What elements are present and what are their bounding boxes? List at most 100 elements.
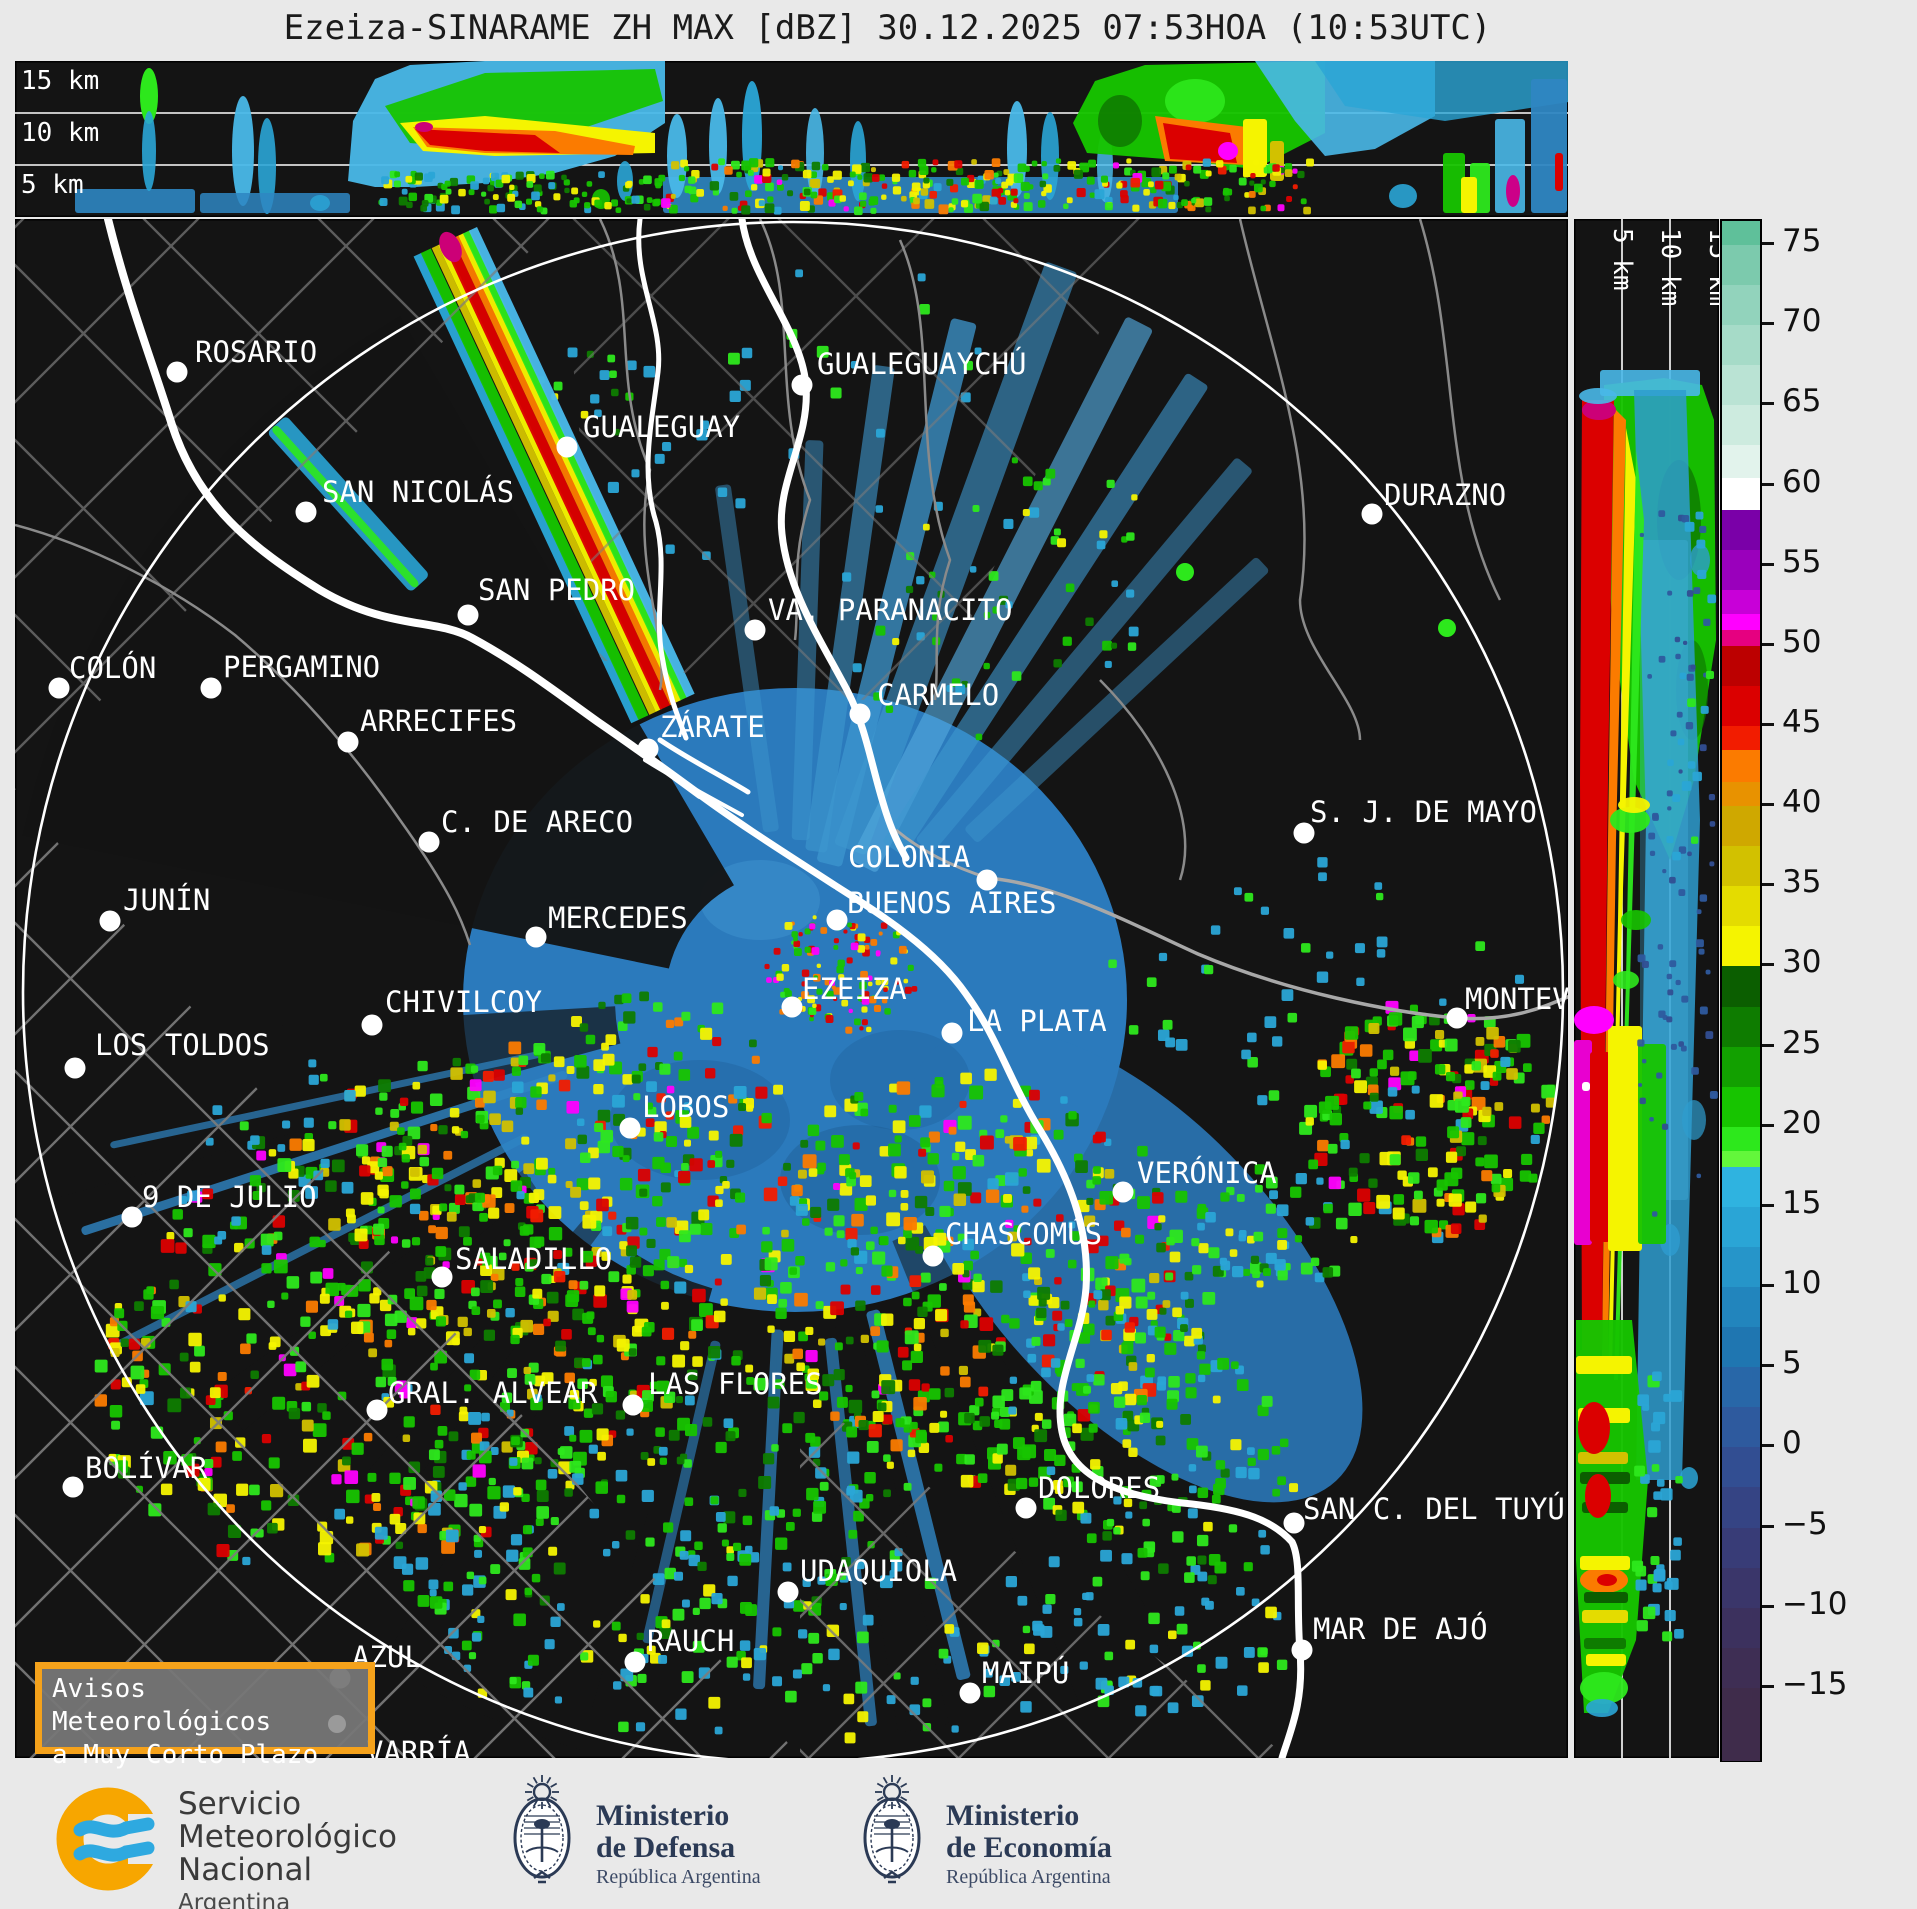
colorbar-tick-label: 5: [1782, 1345, 1802, 1382]
colorbar-segment: [1722, 1527, 1760, 1569]
city-label: JUNÍN: [123, 883, 210, 917]
dbz-colorbar: [1720, 219, 1762, 1762]
altitude-label: 5 km: [21, 170, 84, 200]
city-dot: [624, 1651, 646, 1673]
colorbar-segment: [1722, 285, 1760, 326]
hidden-city-dot: [328, 1715, 346, 1733]
economia-coat-of-arms: [863, 1775, 921, 1884]
city-label: GRAL. ALVEAR: [388, 1376, 598, 1410]
city-label: S. J. DE MAYO: [1310, 795, 1537, 829]
city-label: VERÓNICA: [1137, 1156, 1277, 1190]
colorbar-segment: [1722, 782, 1760, 807]
city-label: SAN C. DEL TUYÚ: [1303, 1492, 1565, 1526]
colorbar-tick: [1762, 963, 1774, 967]
colorbar-tick-label: 10: [1782, 1265, 1822, 1302]
city-dot: [418, 831, 440, 853]
city-dot: [959, 1682, 981, 1704]
colorbar-tick-label: 15: [1782, 1185, 1822, 1222]
city-label: GUALEGUAY: [583, 410, 740, 444]
colorbar-segment: [1722, 926, 1760, 968]
city-dot: [791, 374, 813, 396]
colorbar-segment: [1722, 1126, 1760, 1152]
city-dot: [361, 1014, 383, 1036]
colorbar-segment: [1722, 645, 1760, 687]
city-dot: [200, 677, 222, 699]
page-title: Ezeiza-SINARAME ZH MAX [dBZ] 30.12.2025 …: [283, 8, 1492, 48]
warning-banner[interactable]: Avisos Meteorológicos a Muy Corto Plazo: [35, 1662, 375, 1770]
city-label: DURAZNO: [1384, 478, 1506, 512]
colorbar-segment: [1722, 1247, 1760, 1288]
ew-cross-section-panel: 15 km 10 km 5 km: [15, 61, 1568, 217]
city-dot: [1291, 1639, 1313, 1661]
interference-beam: [413, 226, 695, 724]
colorbar-tick-label: −5: [1782, 1505, 1828, 1542]
warning-line-2: a Muy Corto Plazo: [52, 1740, 319, 1770]
city-label: C. DE ARECO: [441, 805, 633, 839]
economia-line-1: Ministerio: [946, 1799, 1080, 1832]
city-label: BUENOS AIRES: [847, 886, 1057, 920]
colorbar-tick: [1762, 242, 1774, 246]
colorbar-segment: [1722, 685, 1760, 727]
rivers: [104, 219, 1305, 1758]
colorbar-tick-label: 50: [1782, 624, 1822, 661]
city-label: CARMELO: [877, 678, 999, 712]
city-dot: [525, 926, 547, 948]
colorbar-tick-label: 45: [1782, 704, 1822, 741]
ns-cross-section-panel: 5 km 10 km 15 km: [1574, 219, 1719, 1758]
colorbar-segment: [1722, 629, 1760, 647]
colorbar-segment: [1722, 1487, 1760, 1529]
city-label: COLÓN: [69, 651, 156, 685]
colorbar-segment: [1722, 1287, 1760, 1328]
colorbar-tick-label: −15: [1782, 1666, 1848, 1703]
economia-wordmark: Ministerio de Economía República Argenti…: [946, 1800, 1112, 1889]
colorbar-segment: [1722, 325, 1760, 366]
city-dot: [62, 1476, 84, 1498]
colorbar-segment: [1722, 1166, 1760, 1208]
city-dot: [457, 604, 479, 626]
colorbar-tick-label: −10: [1782, 1585, 1848, 1622]
altitude-label: 15 km: [21, 66, 99, 96]
city-label: MAIPÚ: [982, 1656, 1069, 1690]
colorbar-tick: [1762, 1524, 1774, 1528]
city-label: ARRECIFES: [360, 704, 517, 738]
city-dot: [64, 1057, 86, 1079]
city-dot: [622, 1394, 644, 1416]
colorbar-tick: [1762, 1364, 1774, 1368]
colorbar-tick: [1762, 883, 1774, 887]
warning-line-1: Avisos Meteorológicos: [52, 1674, 272, 1737]
colorbar-tick: [1762, 1284, 1774, 1288]
city-label: LOBOS: [642, 1090, 729, 1124]
city-label: SAN NICOLÁS: [322, 475, 514, 509]
city-dot: [121, 1206, 143, 1228]
city-label: MAR DE AJÓ: [1313, 1612, 1488, 1646]
colorbar-segment: [1722, 886, 1760, 927]
colorbar-segment: [1722, 1150, 1760, 1168]
city-label: COLONIA: [848, 840, 970, 874]
ew-profile-echoes: [75, 61, 1568, 216]
colorbar-segment: [1722, 1447, 1760, 1489]
altitude-label: 10 km: [21, 118, 99, 148]
city-dot: [1283, 1512, 1305, 1534]
colorbar-segment: [1722, 509, 1760, 551]
colorbar-tick-label: 55: [1782, 543, 1822, 580]
colorbar-segment: [1722, 725, 1760, 751]
colorbar-tick-label: 75: [1782, 223, 1822, 260]
city-label: 9 DE JULIO: [142, 1180, 317, 1214]
colorbar-tick: [1762, 322, 1774, 326]
secondary-beam: [268, 417, 428, 591]
city-dot: [1015, 1497, 1037, 1519]
city-label: BOLÍVAR: [85, 1451, 208, 1485]
colorbar-tick: [1762, 642, 1774, 646]
colorbar-tick-label: 30: [1782, 944, 1822, 981]
colorbar-segment: [1722, 477, 1760, 511]
city-dot: [781, 996, 803, 1018]
colorbar-segment: [1722, 846, 1760, 887]
city-dot: [99, 910, 121, 932]
city-label: MERCEDES: [548, 901, 688, 935]
colorbar-segment: [1722, 1367, 1760, 1408]
city-dot: [826, 909, 848, 931]
city-dot: [431, 1266, 453, 1288]
city-dot: [166, 361, 188, 383]
city-dot: [744, 619, 766, 641]
city-layer: ROSARIO GUALEGUAYCHÚ GUALEGUAY SAN NICOLÁS D…: [48, 335, 1568, 1704]
